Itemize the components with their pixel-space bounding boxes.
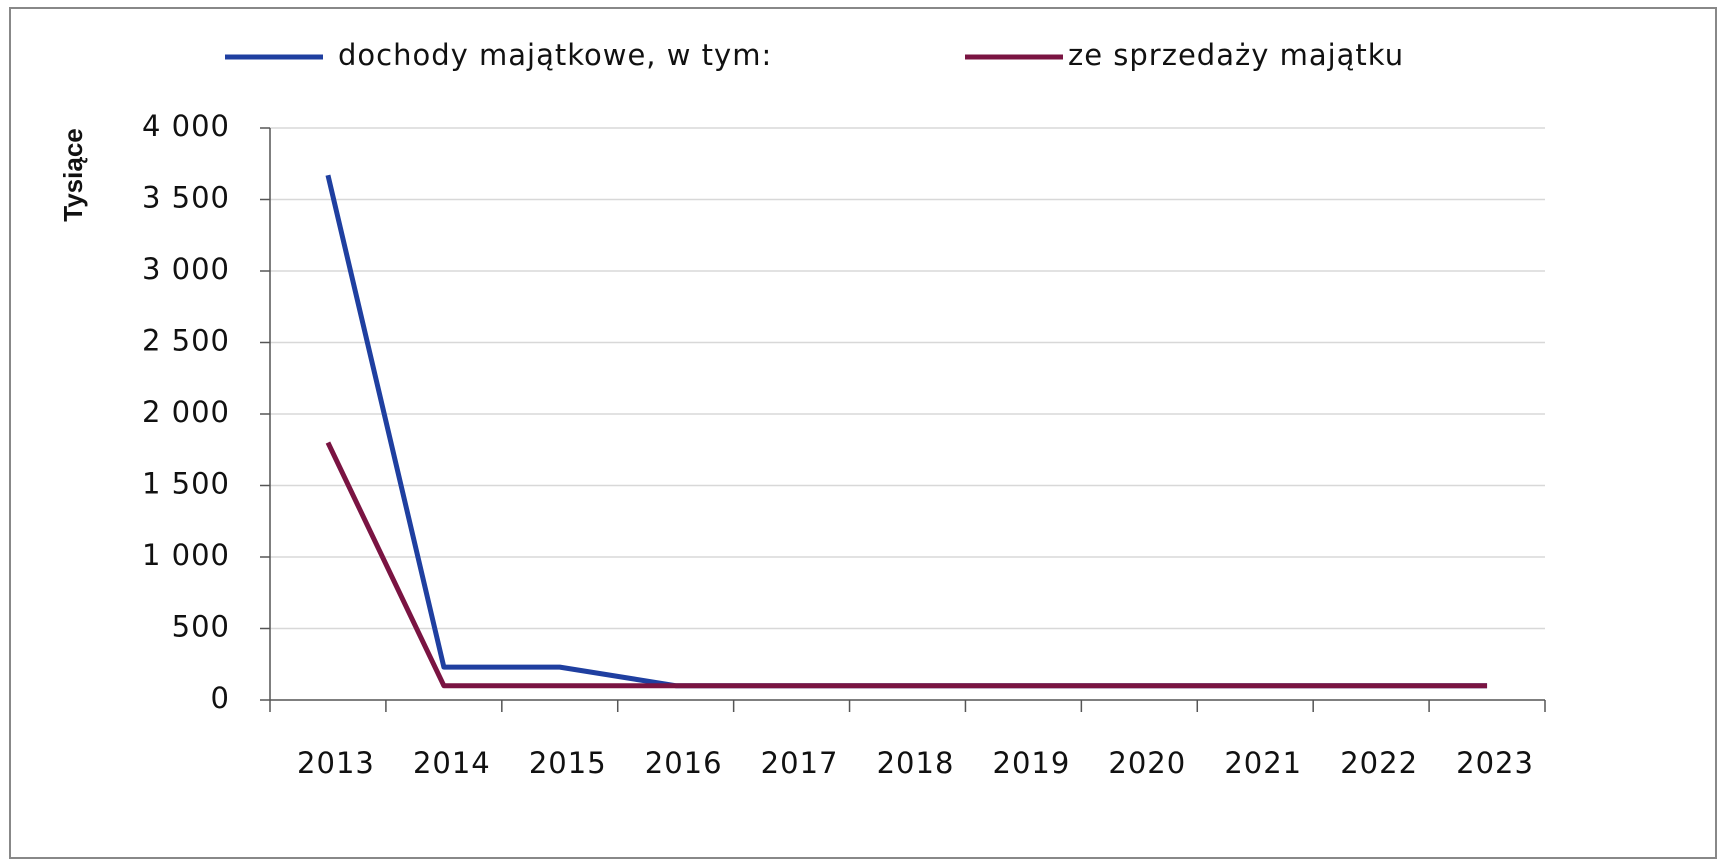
x-tick-label: 2023 (1456, 746, 1534, 780)
y-tick-label: 3 500 (142, 181, 230, 215)
x-tick-label: 2017 (761, 746, 839, 780)
legend-label: dochody majątkowe, w tym: (338, 38, 772, 72)
y-tick-label: 2 000 (142, 395, 230, 429)
series-line (325, 441, 1488, 689)
legend-label: ze sprzedaży majątku (1068, 38, 1404, 72)
x-tick-label: 2013 (297, 746, 375, 780)
y-axis-title: Tysiące (58, 128, 88, 221)
x-tick-label: 2020 (1108, 746, 1186, 780)
x-tick-label: 2019 (993, 746, 1071, 780)
x-tick-label: 2022 (1340, 746, 1418, 780)
y-tick-label: 500 (172, 610, 230, 644)
chart-frame (9, 7, 1717, 859)
y-tick-label: 2 500 (142, 324, 230, 358)
y-tick-label: 1 500 (142, 467, 230, 501)
series-line (325, 174, 1488, 689)
x-tick-label: 2021 (1224, 746, 1302, 780)
y-tick-label: 4 000 (142, 109, 230, 143)
x-tick-label: 2016 (645, 746, 723, 780)
y-tick-label: 1 000 (142, 538, 230, 572)
x-tick-label: 2018 (877, 746, 955, 780)
y-tick-label: 0 (211, 681, 230, 715)
y-tick-label: 3 000 (142, 252, 230, 286)
x-tick-label: 2014 (413, 746, 491, 780)
x-tick-label: 2015 (529, 746, 607, 780)
